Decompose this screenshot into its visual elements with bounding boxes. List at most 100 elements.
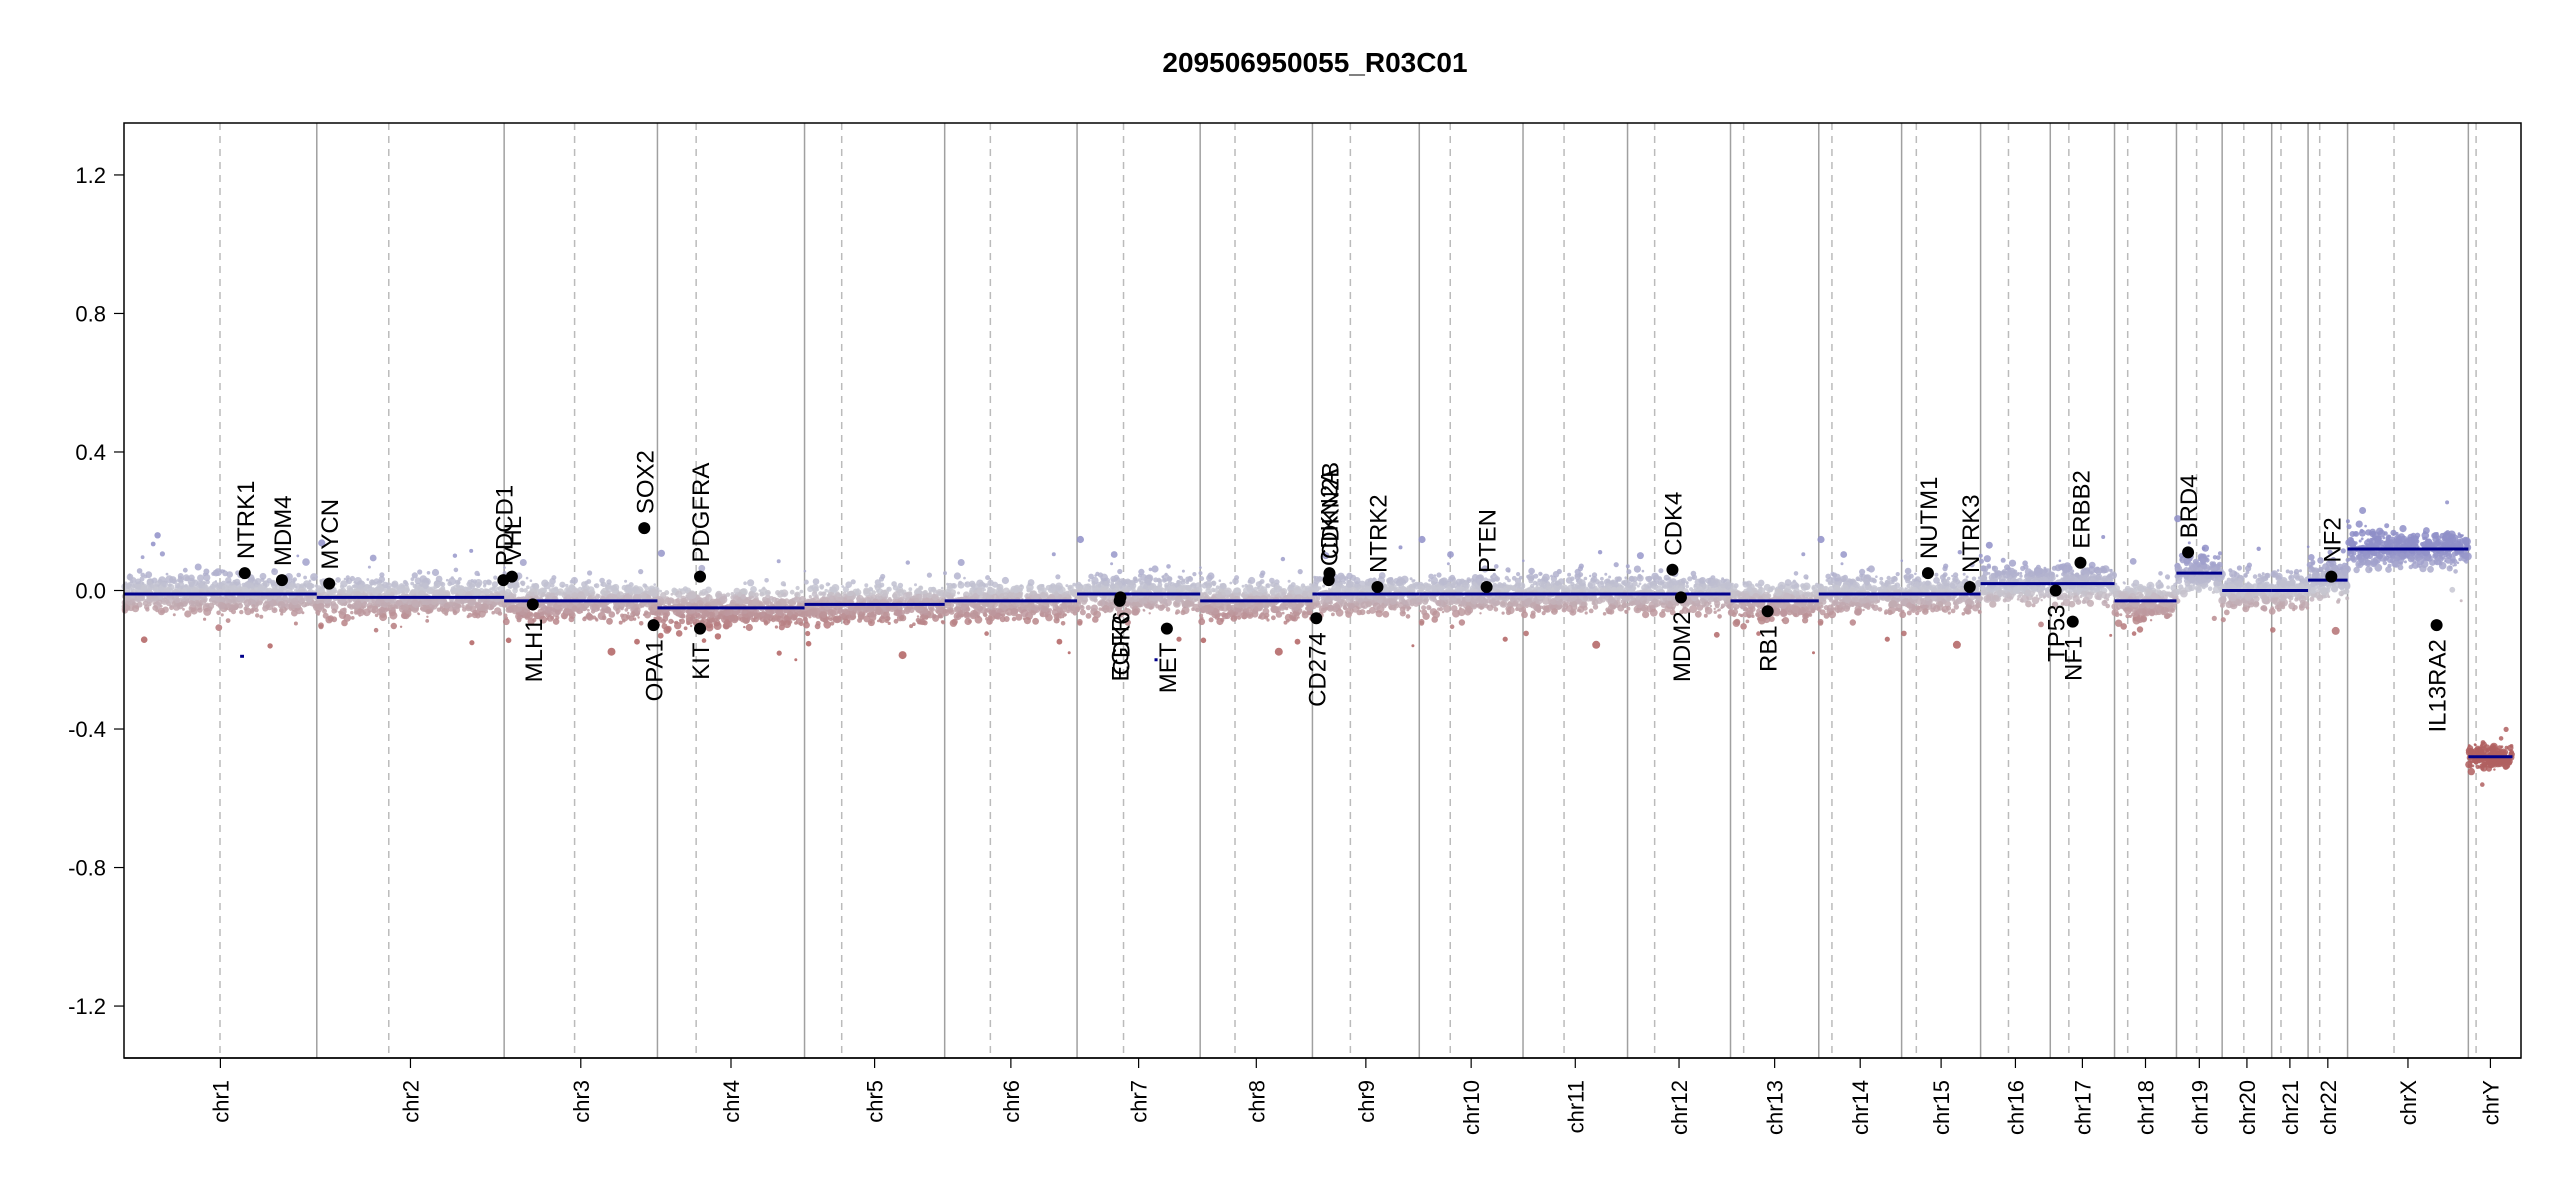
- probe-point: [136, 568, 143, 574]
- probe-point: [368, 587, 374, 593]
- probe-point: [350, 610, 354, 615]
- probe-point: [1284, 606, 1289, 611]
- probe-point: [1207, 572, 1215, 580]
- probe-point: [571, 592, 578, 599]
- probe-point: [908, 587, 913, 592]
- probe-point: [597, 612, 606, 620]
- probe-point: [1216, 609, 1220, 614]
- probe-point: [251, 604, 256, 609]
- probe-point: [1110, 575, 1117, 583]
- probe-point: [586, 579, 592, 584]
- probe-point: [266, 594, 273, 602]
- probe-point: [128, 573, 132, 577]
- probe-point: [1148, 612, 1151, 615]
- probe-point: [174, 582, 181, 589]
- probe-point: [1280, 556, 1286, 562]
- probe-point: [756, 613, 762, 618]
- probe-point: [168, 583, 172, 587]
- probe-point: [1260, 570, 1266, 576]
- probe-point: [421, 598, 428, 605]
- probe-point: [594, 583, 600, 589]
- probe-point: [504, 604, 508, 608]
- probe-point: [897, 582, 904, 589]
- probe-point: [791, 609, 794, 613]
- probe-point: [358, 584, 364, 590]
- probe-point: [1125, 603, 1130, 607]
- probe-point: [820, 592, 823, 596]
- probe-point: [291, 597, 299, 606]
- probe-point: [331, 616, 338, 623]
- probe-point: [467, 612, 473, 618]
- probe-point: [1027, 579, 1035, 586]
- probe-point: [158, 585, 165, 592]
- probe-point: [1220, 582, 1227, 590]
- probe-point: [812, 578, 820, 585]
- probe-point: [1302, 610, 1307, 615]
- probe-point: [642, 613, 646, 616]
- probe-point: [491, 610, 496, 615]
- probe-point: [1288, 584, 1293, 589]
- probe-point: [982, 612, 988, 617]
- probe-point: [136, 601, 143, 608]
- probe-point: [686, 620, 691, 626]
- probe-point: [1145, 579, 1152, 586]
- probe-point: [795, 617, 804, 625]
- probe-point: [494, 607, 502, 615]
- probe-point: [348, 604, 355, 610]
- probe-point: [870, 612, 874, 617]
- probe-point: [1039, 591, 1046, 598]
- probe-point: [277, 595, 283, 602]
- probe-point: [1067, 651, 1071, 655]
- probe-point: [223, 597, 230, 604]
- probe-point: [837, 596, 842, 601]
- probe-point: [932, 613, 937, 619]
- probe-point: [926, 572, 933, 578]
- probe-point: [399, 625, 403, 628]
- probe-point: [587, 608, 590, 612]
- probe-point: [743, 609, 748, 615]
- probe-point: [965, 606, 971, 612]
- probe-point: [1252, 590, 1258, 596]
- probe-point: [346, 599, 351, 604]
- probe-point: [1131, 602, 1136, 607]
- probe-point: [683, 626, 688, 631]
- probe-point: [953, 572, 962, 580]
- probe-point: [274, 583, 278, 587]
- probe-point: [525, 576, 529, 580]
- probe-point: [553, 586, 559, 592]
- probe-point: [456, 580, 461, 585]
- probe-point: [1229, 581, 1233, 585]
- probe-point: [435, 575, 443, 583]
- probe-point: [819, 585, 824, 590]
- probe-point: [568, 613, 572, 617]
- probe-point: [308, 579, 312, 583]
- probe-point: [1259, 589, 1263, 593]
- probe-point: [803, 617, 808, 621]
- probe-point: [950, 589, 956, 596]
- probe-point: [990, 610, 996, 616]
- probe-point: [1287, 579, 1291, 583]
- probe-point: [661, 623, 668, 630]
- probe-point: [315, 587, 320, 593]
- probe-point: [1284, 613, 1293, 622]
- probe-point: [1085, 605, 1091, 611]
- probe-point: [445, 578, 449, 582]
- probe-point: [390, 622, 397, 630]
- probe-point: [1250, 605, 1253, 608]
- probe-point: [897, 589, 905, 597]
- probe-point: [1289, 611, 1293, 615]
- probe-point: [1187, 576, 1194, 582]
- probe-point: [769, 596, 774, 601]
- probe-point: [171, 590, 175, 594]
- probe-point: [502, 618, 510, 626]
- probe-point: [1185, 584, 1191, 591]
- probe-point: [1079, 609, 1086, 616]
- probe-point: [317, 600, 321, 603]
- probe-point: [203, 581, 206, 584]
- probe-point: [1087, 579, 1091, 582]
- probe-point: [646, 595, 651, 601]
- probe-point: [402, 579, 408, 585]
- probe-point: [987, 579, 994, 587]
- probe-point: [343, 577, 347, 581]
- probe-point: [378, 606, 385, 614]
